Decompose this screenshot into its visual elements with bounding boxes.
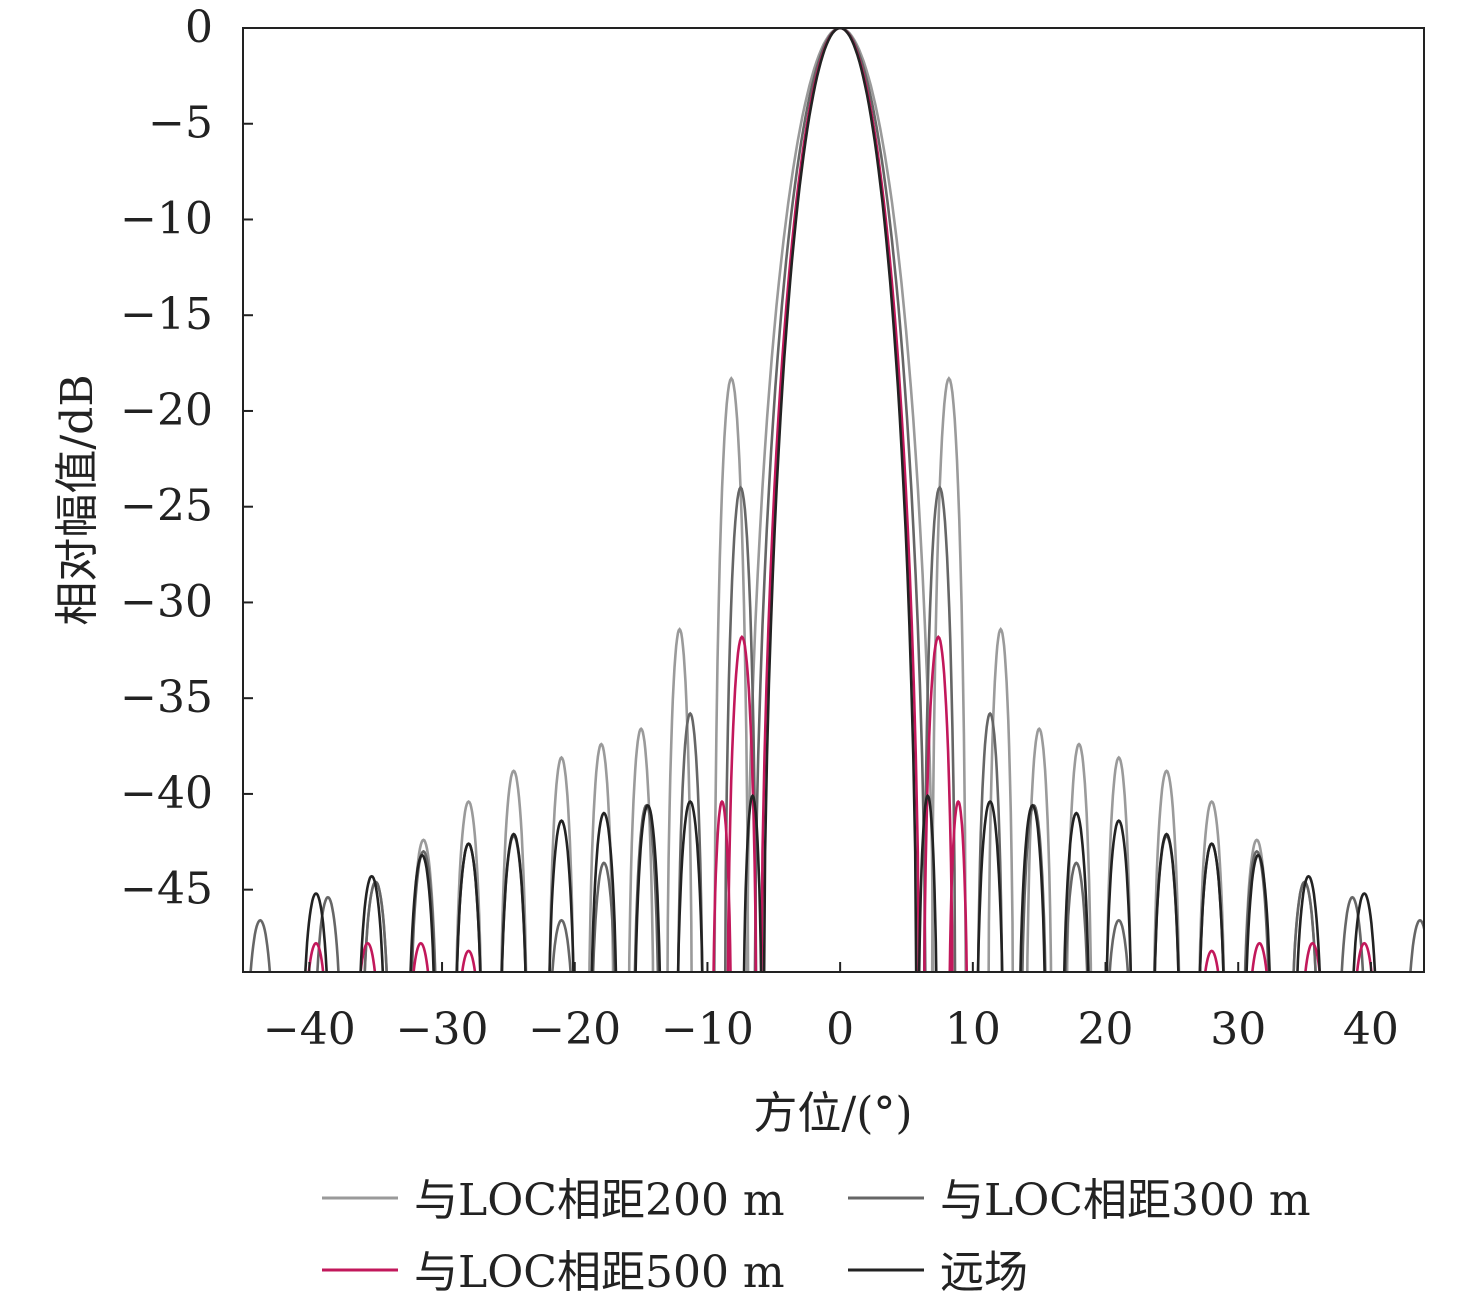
sidelobe bbox=[500, 832, 527, 972]
sidelobe bbox=[930, 376, 967, 972]
sidelobe bbox=[976, 800, 1004, 972]
y-tick-label: 0 bbox=[185, 2, 213, 53]
x-tick-label: 20 bbox=[1078, 1004, 1134, 1055]
sidelobe bbox=[455, 842, 482, 972]
x-tick-label: 40 bbox=[1343, 1004, 1399, 1055]
sidelobe bbox=[1105, 819, 1133, 972]
sidelobe bbox=[359, 941, 377, 972]
sidelobe bbox=[1108, 918, 1130, 972]
y-tick-label: −40 bbox=[120, 768, 213, 819]
y-tick-label: −35 bbox=[120, 672, 213, 723]
sidelobe bbox=[1340, 895, 1365, 972]
sidelobe bbox=[1292, 880, 1317, 972]
sidelobe bbox=[1292, 880, 1317, 972]
y-axis-label: 相对幅值/dB bbox=[52, 374, 103, 625]
sidelobe bbox=[1296, 874, 1321, 972]
series-2 bbox=[249, 28, 1424, 972]
sidelobe bbox=[1019, 803, 1046, 972]
legend-label: 与LOC相距200 m bbox=[414, 1175, 785, 1226]
sidelobe bbox=[1352, 892, 1377, 972]
legend-label: 与LOC相距300 m bbox=[940, 1175, 1311, 1226]
sidelobe bbox=[712, 799, 732, 972]
sidelobe bbox=[1409, 918, 1424, 972]
legend-label: 与LOC相距500 m bbox=[414, 1247, 785, 1298]
x-tick-label: −10 bbox=[661, 1004, 754, 1055]
x-axis-label: 方位/(°) bbox=[753, 1088, 912, 1139]
x-tick-label: 0 bbox=[826, 1004, 854, 1055]
sidelobe bbox=[666, 627, 693, 972]
y-tick-label: −10 bbox=[120, 193, 213, 244]
series-4 bbox=[304, 28, 1377, 972]
sidelobe bbox=[1105, 755, 1132, 972]
sidelobe bbox=[1250, 941, 1268, 972]
sidelobe bbox=[634, 803, 662, 972]
sidelobe bbox=[976, 711, 1004, 972]
sidelobe bbox=[1153, 832, 1180, 972]
sidelobe bbox=[1152, 769, 1181, 972]
sidelobe bbox=[742, 793, 763, 972]
sidelobe bbox=[412, 941, 430, 972]
y-tick-label: −30 bbox=[120, 576, 213, 627]
main-lobe bbox=[762, 28, 918, 972]
sidelobe bbox=[1203, 949, 1220, 972]
series-layer bbox=[249, 28, 1424, 972]
x-tick-label: −40 bbox=[263, 1004, 356, 1055]
sidelobe bbox=[460, 949, 477, 972]
main-lobe bbox=[745, 28, 935, 972]
series-1 bbox=[363, 28, 1317, 972]
sidelobe bbox=[500, 769, 528, 972]
y-axis: 0 −5 −10 −15 −20 −25 −30 −35 −40 −45 bbox=[120, 2, 253, 915]
sidelobe bbox=[363, 880, 388, 972]
sidelobe bbox=[548, 755, 575, 972]
legend-label: 远场 bbox=[940, 1247, 1028, 1298]
x-tick-label: −20 bbox=[528, 1004, 621, 1055]
sidelobe bbox=[590, 811, 618, 972]
sidelobe bbox=[1198, 842, 1225, 972]
sidelobe bbox=[409, 853, 435, 972]
sidelobe bbox=[627, 727, 655, 972]
y-tick-label: −5 bbox=[148, 98, 213, 149]
sidelobe bbox=[316, 895, 340, 972]
sidelobe bbox=[1355, 941, 1373, 972]
main-lobe bbox=[753, 28, 927, 972]
sidelobe bbox=[359, 874, 385, 972]
sidelobe bbox=[987, 626, 1015, 972]
series-3 bbox=[307, 28, 1373, 972]
sidelobe bbox=[1062, 811, 1090, 972]
y-tick-label: −45 bbox=[120, 864, 213, 915]
sidelobe bbox=[307, 941, 325, 972]
x-tick-label: 10 bbox=[945, 1004, 1001, 1055]
plot-frame bbox=[242, 27, 1425, 973]
sidelobe bbox=[676, 711, 704, 972]
sidelobe bbox=[922, 485, 957, 972]
main-lobe bbox=[760, 28, 921, 972]
sidelobe bbox=[363, 880, 388, 972]
sidelobe bbox=[948, 799, 969, 972]
x-tick-label: 30 bbox=[1210, 1004, 1266, 1055]
sidelobe bbox=[551, 918, 572, 972]
sidelobe bbox=[304, 892, 328, 972]
sidelobe bbox=[1245, 853, 1271, 972]
sidelobe bbox=[1304, 941, 1322, 972]
sidelobe bbox=[917, 793, 938, 972]
sidelobe bbox=[1198, 800, 1226, 972]
sidelobe bbox=[548, 819, 575, 972]
x-axis: −40 −30 −20 −10 0 10 20 30 40 bbox=[263, 962, 1399, 1055]
sidelobe bbox=[455, 800, 483, 972]
legend: 与LOC相距200 m 与LOC相距300 m 与LOC相距500 m 远场 bbox=[322, 1175, 1311, 1298]
y-tick-label: −25 bbox=[120, 481, 213, 532]
y-tick-label: −15 bbox=[120, 289, 213, 340]
sidelobe bbox=[723, 485, 758, 972]
sidelobe bbox=[713, 376, 750, 972]
sidelobe bbox=[923, 635, 954, 972]
sidelobe bbox=[591, 861, 617, 972]
sidelobe bbox=[1026, 727, 1053, 972]
sidelobe bbox=[726, 635, 758, 972]
sidelobe bbox=[1064, 861, 1089, 972]
y-tick-label: −20 bbox=[120, 385, 213, 436]
x-tick-label: −30 bbox=[396, 1004, 489, 1055]
sidelobe bbox=[249, 918, 272, 972]
sidelobe bbox=[676, 800, 704, 972]
